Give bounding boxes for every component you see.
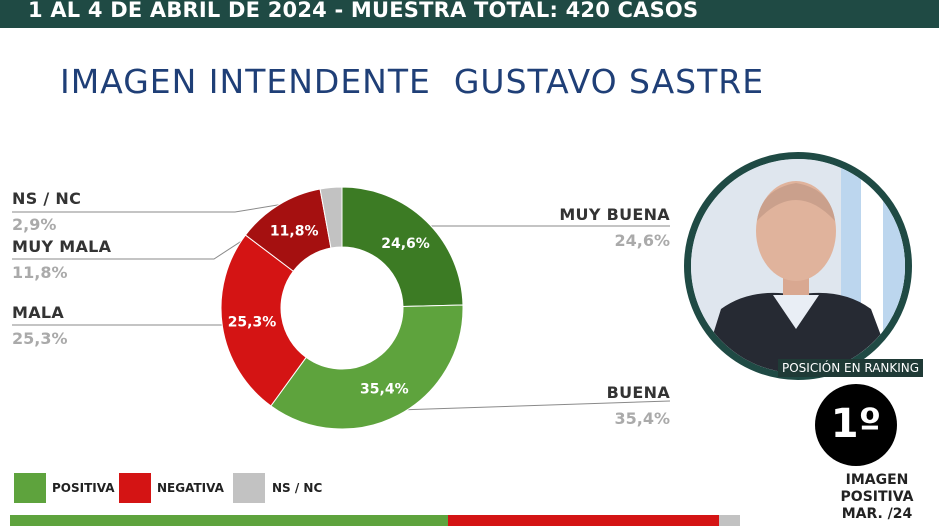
ranking-label: POSICIÓN EN RANKING — [778, 359, 924, 377]
donut-slice-muy-buena — [341, 186, 464, 307]
label-buena: BUENA — [606, 383, 670, 402]
label-muy-buena: MUY BUENA — [559, 205, 670, 224]
stack-segment-ns-nc — [718, 515, 740, 526]
header-bar: 1 AL 4 DE ABRIL DE 2024 - MUESTRA TOTAL:… — [0, 0, 939, 28]
donut-slice-buena — [270, 304, 464, 430]
legend-label-negativa: NEGATIVA — [157, 481, 224, 495]
rank-caption-line-1: IMAGEN — [845, 472, 909, 488]
label-muy-mala: MUY MALA — [12, 237, 112, 256]
rank-caption: IMAGEN POSITIVA MAR. /24 — [822, 472, 932, 523]
value-mala: 25,3% — [12, 329, 68, 348]
donut-label-muy-mala: 11,8% — [270, 224, 319, 240]
portrait-image — [691, 159, 905, 373]
stack-segment-positiva — [10, 515, 448, 526]
legend-label-ns-nc: NS / NC — [272, 481, 323, 495]
leader-lines — [12, 195, 671, 411]
legend-swatch-negativa — [119, 473, 151, 503]
value-muy-buena: 24,6% — [614, 231, 670, 250]
donut-slice-mala — [220, 234, 307, 407]
summary-stacked-bar — [10, 515, 740, 526]
value-muy-mala: 11,8% — [12, 263, 68, 282]
donut-label-buena: 35,4% — [360, 382, 409, 398]
legend-label-positiva: POSITIVA — [52, 481, 115, 495]
page-title: IMAGEN INTENDENTE GUSTAVO SASTRE — [60, 62, 765, 101]
label-ns-nc: NS / NC — [12, 189, 82, 208]
legend-swatch-ns-nc — [233, 473, 265, 503]
label-mala: MALA — [12, 303, 65, 322]
leader-buena — [397, 400, 671, 411]
intendente-photo — [684, 152, 912, 380]
legend-swatch-positiva — [14, 473, 46, 503]
rank-caption-line-3: MAR. /24 — [841, 506, 913, 522]
donut-label-mala: 25,3% — [228, 314, 277, 330]
donut-slice-ns-nc — [319, 186, 343, 249]
stack-segment-negativa — [448, 515, 719, 526]
rank-caption-line-2: POSITIVA — [840, 489, 914, 505]
value-ns-nc: 2,9% — [12, 215, 57, 234]
value-buena: 35,4% — [614, 409, 670, 428]
rank-badge: 1º — [815, 384, 897, 466]
donut-label-muy-buena: 24,6% — [381, 236, 430, 252]
header-text: 1 AL 4 DE ABRIL DE 2024 - MUESTRA TOTAL:… — [28, 0, 699, 22]
